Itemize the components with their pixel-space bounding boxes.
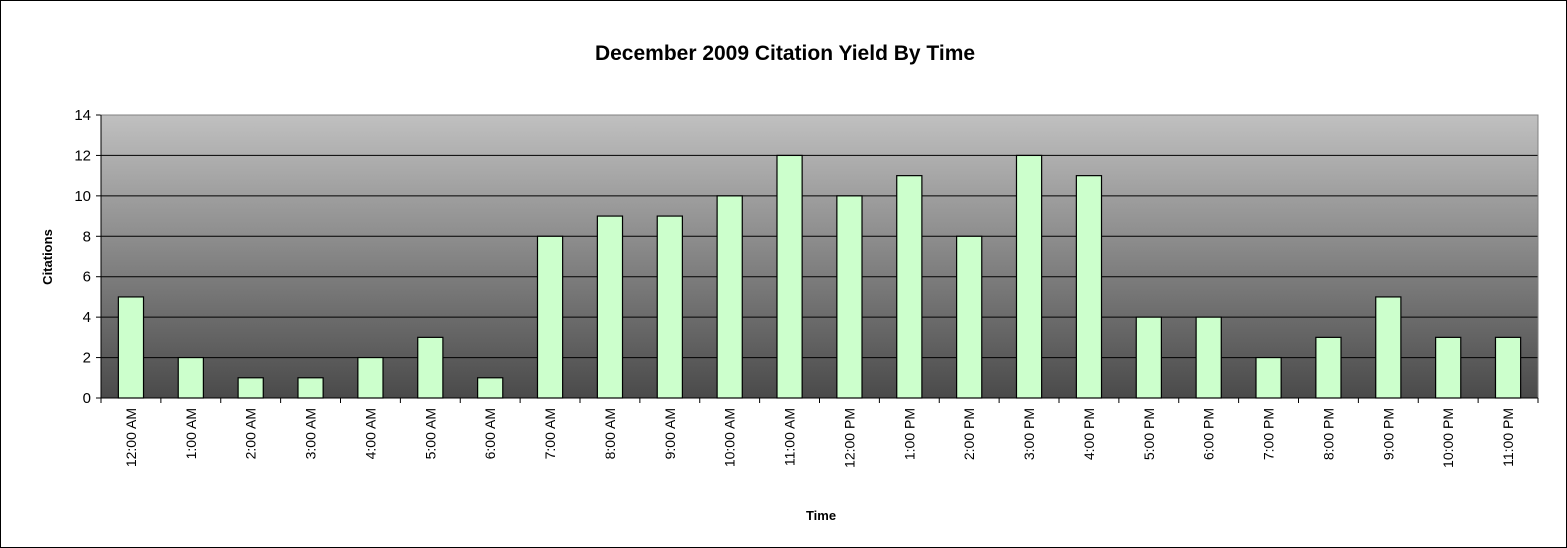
y-tick-label: 12 bbox=[74, 147, 91, 164]
bar bbox=[1375, 296, 1402, 399]
y-axis-title: Citations bbox=[40, 229, 55, 285]
x-category-label: 12:00 PM bbox=[841, 408, 857, 468]
x-category-label: 4:00 AM bbox=[362, 408, 378, 459]
x-category-label: 9:00 PM bbox=[1380, 408, 1396, 460]
bar bbox=[536, 235, 564, 399]
bar bbox=[1255, 356, 1282, 399]
y-tick-label: 0 bbox=[83, 390, 91, 407]
bar bbox=[1494, 336, 1522, 399]
x-axis-title: Time bbox=[806, 508, 836, 523]
x-category-label: 12:00 AM bbox=[123, 408, 139, 467]
bar bbox=[117, 296, 145, 399]
x-category-label: 1:00 AM bbox=[183, 408, 199, 459]
plot-area bbox=[101, 115, 1538, 398]
bar bbox=[596, 215, 624, 399]
y-tick-label: 8 bbox=[83, 228, 91, 245]
x-category-label: 5:00 AM bbox=[422, 408, 438, 459]
x-category-label: 4:00 PM bbox=[1081, 408, 1097, 460]
bar bbox=[297, 377, 324, 399]
y-tick-label: 4 bbox=[83, 309, 91, 326]
bar bbox=[1195, 316, 1222, 399]
x-category-label: 3:00 PM bbox=[1021, 408, 1037, 460]
bar bbox=[1435, 336, 1462, 399]
chart-title: December 2009 Citation Yield By Time bbox=[595, 42, 975, 65]
x-category-label: 11:00 PM bbox=[1500, 408, 1516, 467]
y-tick-label: 2 bbox=[83, 350, 91, 367]
bar bbox=[417, 336, 444, 399]
y-tick-label: 6 bbox=[83, 269, 91, 286]
y-tick-label: 10 bbox=[74, 188, 91, 205]
x-category-label: 2:00 AM bbox=[243, 408, 259, 459]
x-category-label: 1:00 PM bbox=[901, 408, 917, 460]
x-category-label: 7:00 AM bbox=[542, 408, 558, 459]
bar bbox=[716, 195, 743, 399]
bar bbox=[1135, 316, 1162, 399]
bar bbox=[477, 377, 504, 399]
x-category-label: 10:00 PM bbox=[1440, 408, 1456, 468]
x-category-label: 6:00 AM bbox=[482, 408, 498, 459]
x-category-label: 8:00 AM bbox=[602, 408, 618, 459]
x-category-label: 11:00 AM bbox=[782, 408, 798, 466]
bar bbox=[776, 154, 803, 399]
x-category-label: 9:00 AM bbox=[662, 408, 678, 459]
x-category-label: 6:00 PM bbox=[1201, 408, 1217, 460]
x-category-label: 5:00 PM bbox=[1141, 408, 1157, 460]
x-category-label: 3:00 AM bbox=[303, 408, 319, 459]
bar bbox=[836, 195, 863, 399]
x-category-label: 2:00 PM bbox=[961, 408, 977, 460]
y-tick-label: 14 bbox=[74, 107, 91, 124]
x-category-label: 8:00 PM bbox=[1320, 408, 1336, 460]
bar bbox=[1315, 336, 1342, 399]
bar bbox=[1075, 175, 1103, 399]
bar bbox=[656, 215, 683, 399]
bar bbox=[177, 356, 204, 399]
bar bbox=[357, 356, 384, 399]
bar bbox=[237, 377, 264, 399]
bar bbox=[1015, 154, 1043, 399]
bar bbox=[896, 175, 923, 399]
x-category-label: 7:00 PM bbox=[1261, 408, 1277, 460]
x-category-label: 10:00 AM bbox=[722, 408, 738, 467]
bar bbox=[956, 235, 983, 399]
